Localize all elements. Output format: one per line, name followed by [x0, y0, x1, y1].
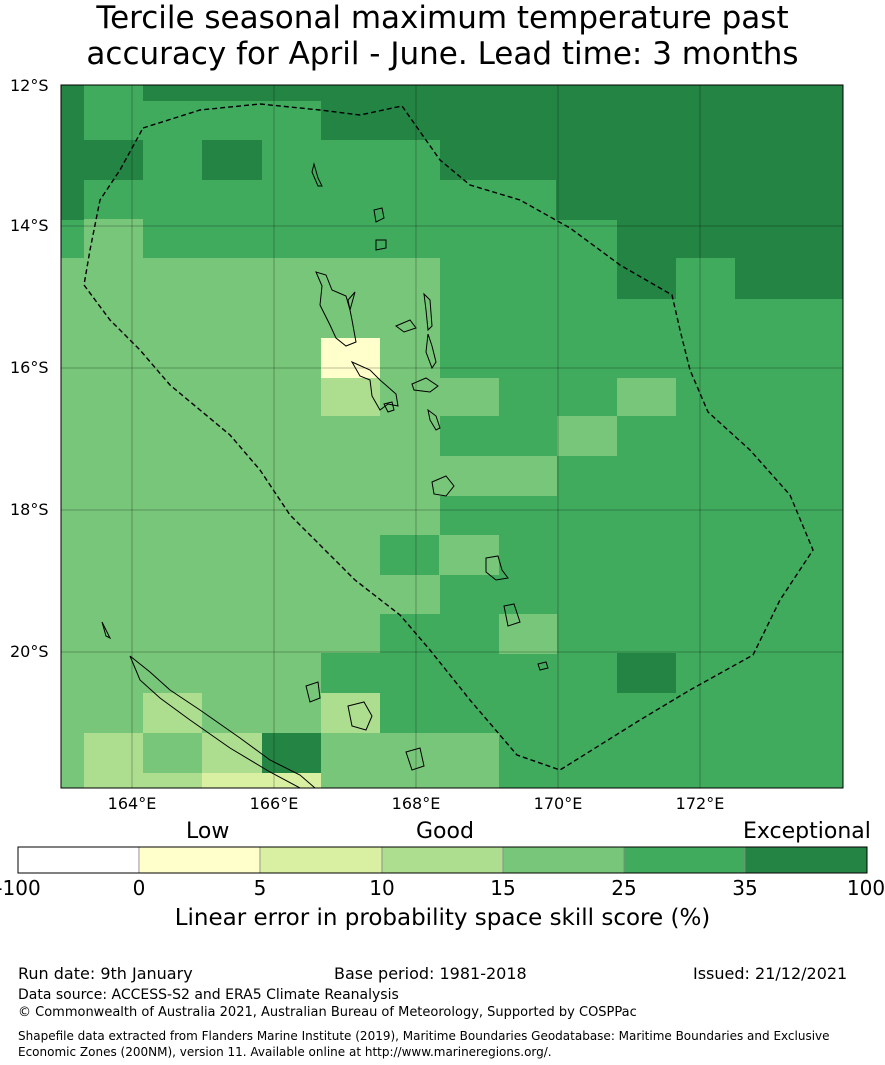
- title-line-2: accuracy for April - June. Lead time: 3 …: [86, 36, 799, 72]
- island: [427, 408, 441, 431]
- tile: [556, 178, 843, 220]
- colorbar-tick: 10: [369, 876, 395, 900]
- island: [101, 621, 112, 640]
- lat-label-18s: 18°S: [10, 500, 49, 519]
- tile: [440, 100, 843, 180]
- tile: [202, 140, 262, 180]
- island: [375, 239, 387, 251]
- colorbar: [17, 846, 868, 874]
- colorbar-tick: 5: [253, 876, 267, 900]
- lon-label-166e: 166°E: [249, 794, 299, 813]
- tile: [61, 258, 440, 653]
- issued-date: Issued: 21/12/2021: [693, 964, 848, 983]
- lat-label-20s: 20°S: [10, 642, 49, 661]
- tile: [380, 535, 439, 575]
- tile: [380, 575, 440, 614]
- island: [373, 207, 385, 223]
- colorbar-box: [138, 846, 261, 874]
- tile: [617, 653, 676, 693]
- lat-label-14s: 14°S: [10, 216, 49, 235]
- colorbar-tick: 0: [132, 876, 146, 900]
- run-date: Run date: 9th January: [18, 964, 193, 983]
- island: [305, 681, 321, 703]
- tile: [440, 378, 499, 416]
- lon-label-164e: 164°E: [107, 794, 157, 813]
- island: [311, 162, 323, 187]
- island: [350, 360, 399, 411]
- colorbar-word-exceptional: Exceptional: [743, 819, 871, 844]
- tile: [143, 693, 202, 733]
- island: [395, 319, 417, 333]
- colorbar-box: [502, 846, 625, 874]
- tile: [735, 257, 843, 299]
- island: [411, 377, 439, 393]
- tile: [262, 733, 321, 773]
- colorbar-tick: 100: [846, 876, 885, 900]
- tile: [61, 85, 84, 220]
- shapefile-line-1: Shapefile data extracted from Flanders M…: [18, 1029, 830, 1043]
- tile: [617, 378, 676, 416]
- lon-label-168e: 168°E: [391, 794, 441, 813]
- tile: [440, 535, 499, 575]
- map-frame: [60, 84, 844, 789]
- colorbar-box: [381, 846, 504, 874]
- lat-label-16s: 16°S: [10, 358, 49, 377]
- tile: [143, 85, 843, 101]
- colorbar-word-low: Low: [186, 819, 230, 844]
- tile: [84, 219, 143, 259]
- colorbar-tick: -100: [0, 876, 41, 900]
- map-title: Tercile seasonal maximum temperature pas…: [0, 0, 885, 72]
- island: [431, 475, 455, 497]
- colorbar-boxes: [17, 846, 868, 874]
- skill-map: [60, 84, 844, 789]
- island: [425, 333, 437, 370]
- tile: [440, 456, 557, 496]
- island: [423, 292, 433, 332]
- colorbar-tick: 15: [490, 876, 516, 900]
- island: [347, 701, 373, 731]
- island: [405, 747, 425, 771]
- island: [503, 603, 521, 627]
- lon-label-172e: 172°E: [675, 794, 725, 813]
- shapefile-line-2: Economic Zones (200NM), version 11. Avai…: [18, 1045, 552, 1059]
- colorbar-tick: 25: [611, 876, 637, 900]
- tile: [321, 653, 380, 693]
- colorbar-word-good: Good: [416, 819, 474, 844]
- tile: [202, 773, 321, 788]
- graticule: [61, 85, 843, 788]
- tile: [499, 614, 557, 654]
- lon-label-170e: 170°E: [533, 794, 583, 813]
- islands: [101, 162, 549, 789]
- base-period: Base period: 1981-2018: [334, 964, 527, 983]
- data-source: Data source: ACCESS-S2 and ERA5 Climate …: [18, 987, 399, 1003]
- tile: [202, 693, 262, 733]
- colorbar-title: Linear error in probability space skill …: [174, 905, 711, 931]
- island: [383, 401, 395, 413]
- tile: [557, 416, 617, 456]
- lat-label-12s: 12°S: [10, 76, 49, 95]
- colorbar-box: [259, 846, 383, 874]
- colorbar-frame: [17, 846, 868, 874]
- feature-tiles: [61, 85, 843, 788]
- colorbar-tick: 35: [732, 876, 758, 900]
- copyright: © Commonwealth of Australia 2021, Austra…: [18, 1005, 637, 1020]
- island: [129, 655, 317, 789]
- tile: [617, 218, 843, 258]
- eez-boundary: [83, 103, 814, 771]
- colorbar-box: [17, 846, 140, 874]
- colorbar-box: [623, 846, 746, 874]
- island: [315, 271, 357, 347]
- tile: [143, 773, 202, 788]
- colorbar-box: [744, 846, 868, 874]
- title-line-1: Tercile seasonal maximum temperature pas…: [96, 0, 789, 36]
- tile: [202, 733, 262, 773]
- tile: [321, 733, 499, 788]
- island: [537, 661, 549, 671]
- tile: [84, 733, 143, 788]
- island: [485, 555, 509, 581]
